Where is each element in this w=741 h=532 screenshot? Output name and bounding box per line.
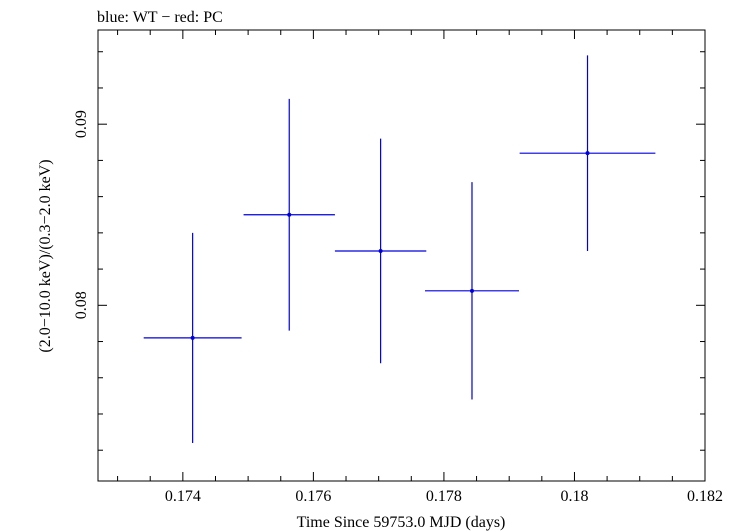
- x-tick-labels: 0.174 0.176 0.178 0.18 0.182: [165, 488, 723, 505]
- x-tick-label: 0.176: [295, 488, 331, 505]
- chart-title: blue: WT − red: PC: [97, 9, 223, 26]
- axis-ticks: [98, 30, 706, 481]
- x-tick-label: 0.178: [426, 488, 462, 505]
- y-tick-label: 0.08: [73, 291, 90, 319]
- data-series: [143, 55, 656, 443]
- point-marker: [469, 288, 474, 293]
- data-point: [424, 182, 519, 400]
- point-marker: [190, 335, 195, 340]
- y-axis-label: (2.0−10.0 keV)/(0.3−2.0 keV): [37, 159, 54, 352]
- point-marker: [287, 212, 292, 217]
- x-tick-label: 0.182: [687, 488, 723, 505]
- x-tick-label: 0.174: [165, 488, 201, 505]
- data-point: [243, 98, 335, 331]
- data-point: [519, 55, 656, 251]
- plot-frame: [97, 29, 706, 482]
- data-point: [143, 232, 242, 443]
- data-point: [334, 138, 427, 364]
- point-marker: [585, 151, 590, 156]
- point-marker: [378, 248, 383, 253]
- y-tick-labels: 0.08 0.09: [73, 110, 90, 319]
- x-tick-label: 0.18: [560, 488, 588, 505]
- x-axis-label: Time Since 59753.0 MJD (days): [297, 514, 506, 531]
- y-tick-label: 0.09: [73, 110, 90, 138]
